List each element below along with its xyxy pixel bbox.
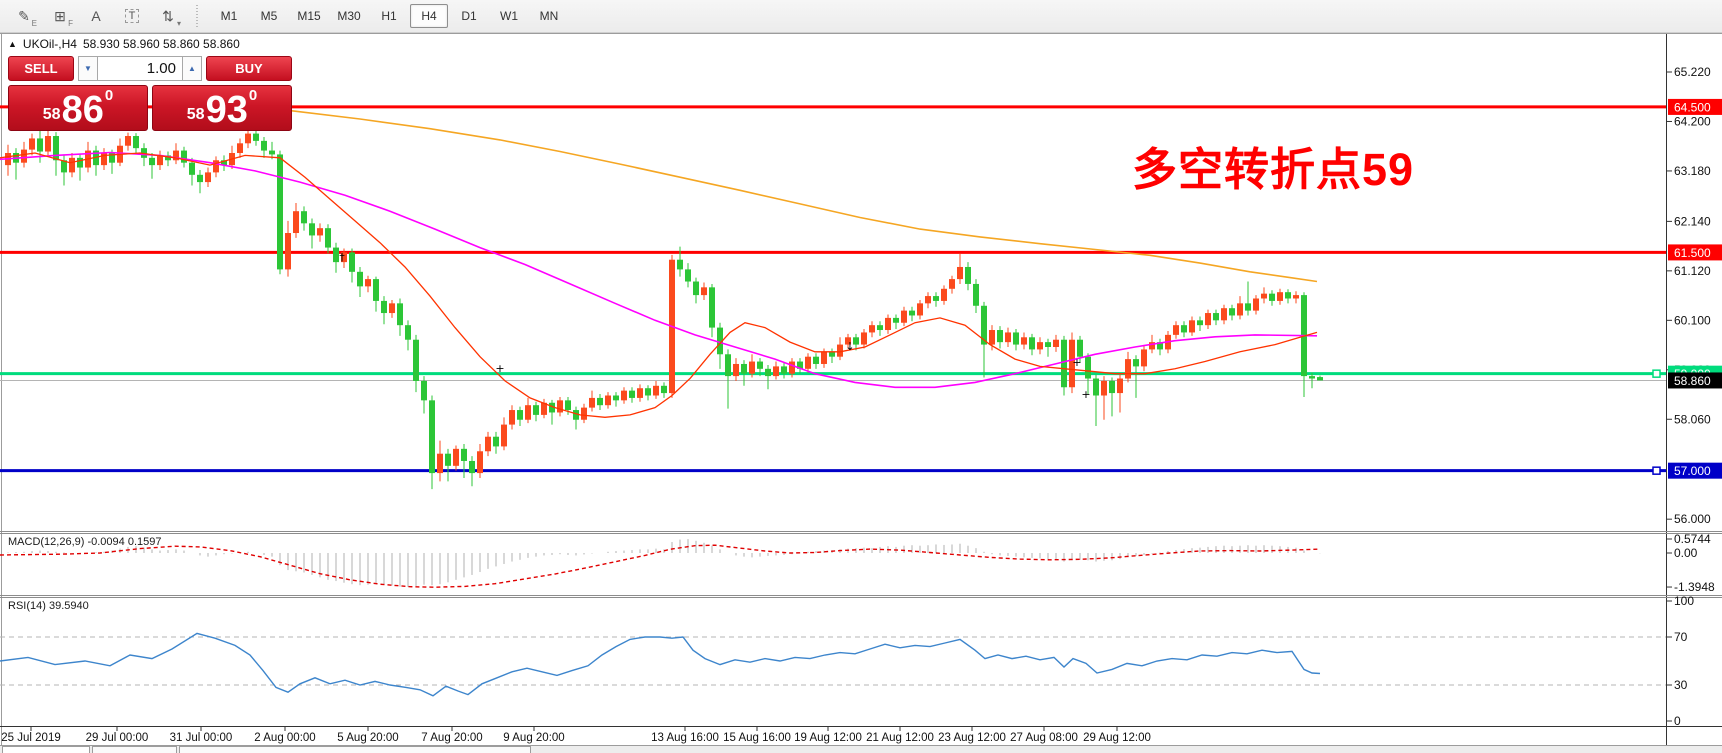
svg-text:2 Aug 00:00: 2 Aug 00:00 [254, 732, 315, 744]
candles-layer [5, 123, 1323, 490]
volume-decrease-button[interactable]: ▼ [78, 56, 98, 81]
chart-object-markers[interactable]: † + ↓ + + [339, 251, 1090, 401]
svg-text:65.220: 65.220 [1674, 65, 1711, 79]
macd-indicator-label: MACD(12,26,9) -0.0094 0.1597 [8, 536, 162, 548]
svg-text:19 Aug 12:00: 19 Aug 12:00 [794, 732, 862, 744]
svg-text:+: + [1072, 356, 1081, 369]
svg-text:+: + [1081, 388, 1090, 401]
chart-window: ▲ UKOil-,H4 58.930 58.960 58.860 58.860 … [0, 33, 1722, 745]
svg-text:70: 70 [1674, 630, 1688, 644]
svg-text:64.200: 64.200 [1674, 114, 1711, 128]
timeframe-H4[interactable]: H4 [410, 4, 448, 28]
svg-text:61.120: 61.120 [1674, 264, 1711, 278]
top-toolbar: ✎ E ⊞ F A T ⇅ ▾ M1 M5 M15 M30 H1 H4 D1 W1 MN [0, 0, 1722, 33]
text-box-icon[interactable]: T [116, 3, 148, 29]
svg-text:27 Aug 08:00: 27 Aug 08:00 [1010, 732, 1078, 744]
svg-text:0.5744: 0.5744 [1674, 532, 1711, 546]
volume-input[interactable] [98, 56, 182, 81]
sell-price-whole: 58 [42, 106, 61, 123]
grid-template-icon[interactable]: ⊞ F [54, 7, 73, 29]
svg-text:58.060: 58.060 [1674, 412, 1711, 426]
indicators-pencil-icon[interactable]: ✎ E [18, 7, 37, 29]
timeframe-M5[interactable]: M5 [260, 9, 278, 23]
sell-button[interactable]: SELL [8, 56, 74, 81]
one-click-trade-panel: SELL ▼ ▲ BUY 58 86 0 58 93 0 [8, 56, 292, 131]
svg-text:61.500: 61.500 [1674, 246, 1711, 260]
toolbar-grip[interactable] [196, 5, 201, 27]
svg-text:60.100: 60.100 [1674, 313, 1711, 327]
buy-price-pips: 93 [205, 88, 248, 131]
arrows-objects-icon[interactable]: ⇅ ▾ [162, 7, 181, 29]
svg-text:-1.3948: -1.3948 [1674, 580, 1715, 594]
svg-text:0.00: 0.00 [1674, 546, 1698, 560]
timeframe-H1[interactable]: H1 [381, 9, 397, 23]
sell-price-display[interactable]: 58 86 0 [8, 85, 148, 131]
buy-price-display[interactable]: 58 93 0 [152, 85, 292, 131]
fast-ma [0, 152, 1318, 418]
timeframe-M15[interactable]: M15 [297, 9, 321, 23]
text-label-icon[interactable]: A [91, 8, 101, 24]
timeframe-group: M1 M5 M15 M30 H1 H4 D1 W1 MN [209, 4, 569, 28]
svg-text:9 Aug 20:00: 9 Aug 20:00 [503, 732, 564, 744]
svg-text:5 Aug 20:00: 5 Aug 20:00 [337, 732, 398, 744]
panel-collapse-icon[interactable]: ▲ [8, 39, 17, 49]
chart-tab[interactable] [92, 746, 177, 753]
svg-text:0: 0 [1674, 714, 1681, 728]
drawing-tools-group: ✎ E ⊞ F A T ⇅ ▾ [6, 3, 186, 29]
svg-text:31 Jul 00:00: 31 Jul 00:00 [170, 732, 233, 744]
timeframe-M1[interactable]: M1 [220, 9, 238, 23]
timeframe-W1[interactable]: W1 [500, 9, 518, 23]
volume-increase-button[interactable]: ▲ [182, 56, 202, 81]
chart-tab[interactable] [179, 746, 531, 753]
svg-text:25 Jul 2019: 25 Jul 2019 [1, 732, 60, 744]
svg-text:30: 30 [1674, 678, 1688, 692]
svg-text:63.180: 63.180 [1674, 164, 1711, 178]
volume-stepper: ▼ ▲ [78, 56, 202, 81]
buy-button[interactable]: BUY [206, 56, 292, 81]
rsi-panel: 100 70 30 0 [0, 594, 1694, 728]
timeframe-MN[interactable]: MN [539, 9, 559, 23]
chart-title: ▲ UKOil-,H4 58.930 58.960 58.860 58.860 [8, 37, 240, 51]
svg-text:13 Aug 16:00: 13 Aug 16:00 [651, 732, 719, 744]
mid-ma [0, 151, 1318, 389]
svg-text:56.000: 56.000 [1674, 512, 1711, 526]
svg-text:29 Jul 00:00: 29 Jul 00:00 [86, 732, 149, 744]
timeframe-D1[interactable]: D1 [461, 9, 477, 23]
svg-text:†: † [339, 251, 345, 264]
panel-frames [0, 33, 1722, 745]
svg-text:29 Aug 12:00: 29 Aug 12:00 [1083, 732, 1151, 744]
chart-tab-bar [0, 745, 1722, 753]
sell-price-point: 0 [104, 87, 114, 104]
slow-ma [291, 110, 1318, 283]
svg-text:↓: ↓ [845, 340, 854, 353]
horizontal-lines[interactable] [0, 105, 1666, 475]
svg-text:23 Aug 12:00: 23 Aug 12:00 [938, 732, 1006, 744]
svg-text:58.860: 58.860 [1674, 374, 1711, 388]
svg-text:62.140: 62.140 [1674, 214, 1711, 228]
line-handle[interactable] [1652, 369, 1661, 378]
time-axis: 25 Jul 2019 29 Jul 00:00 31 Jul 00:00 2 Aug… [1, 726, 1151, 744]
svg-text:100: 100 [1674, 594, 1694, 608]
sell-price-pips: 86 [61, 88, 104, 131]
buy-price-whole: 58 [186, 106, 205, 123]
rsi-indicator-label: RSI(14) 39.5940 [8, 600, 89, 612]
svg-text:21 Aug 12:00: 21 Aug 12:00 [866, 732, 934, 744]
svg-text:7 Aug 20:00: 7 Aug 20:00 [421, 732, 482, 744]
svg-text:57.000: 57.000 [1674, 464, 1711, 478]
line-handle[interactable] [1652, 466, 1661, 475]
ohlc-quotes-label: 58.930 58.960 58.860 58.860 [82, 37, 240, 51]
buy-price-point: 0 [248, 87, 258, 104]
price-axis: 65.22064.20063.18062.14061.12060.10059.0… [1666, 65, 1711, 526]
chart-tab[interactable] [2, 746, 90, 753]
svg-text:64.500: 64.500 [1674, 100, 1711, 114]
symbol-period-label: UKOil-,H4 [22, 37, 77, 51]
svg-text:+: + [495, 362, 504, 375]
chart-text-annotation[interactable]: 多空转折点59 [1132, 144, 1415, 195]
timeframe-M30[interactable]: M30 [337, 9, 361, 23]
svg-text:15 Aug 16:00: 15 Aug 16:00 [723, 732, 791, 744]
